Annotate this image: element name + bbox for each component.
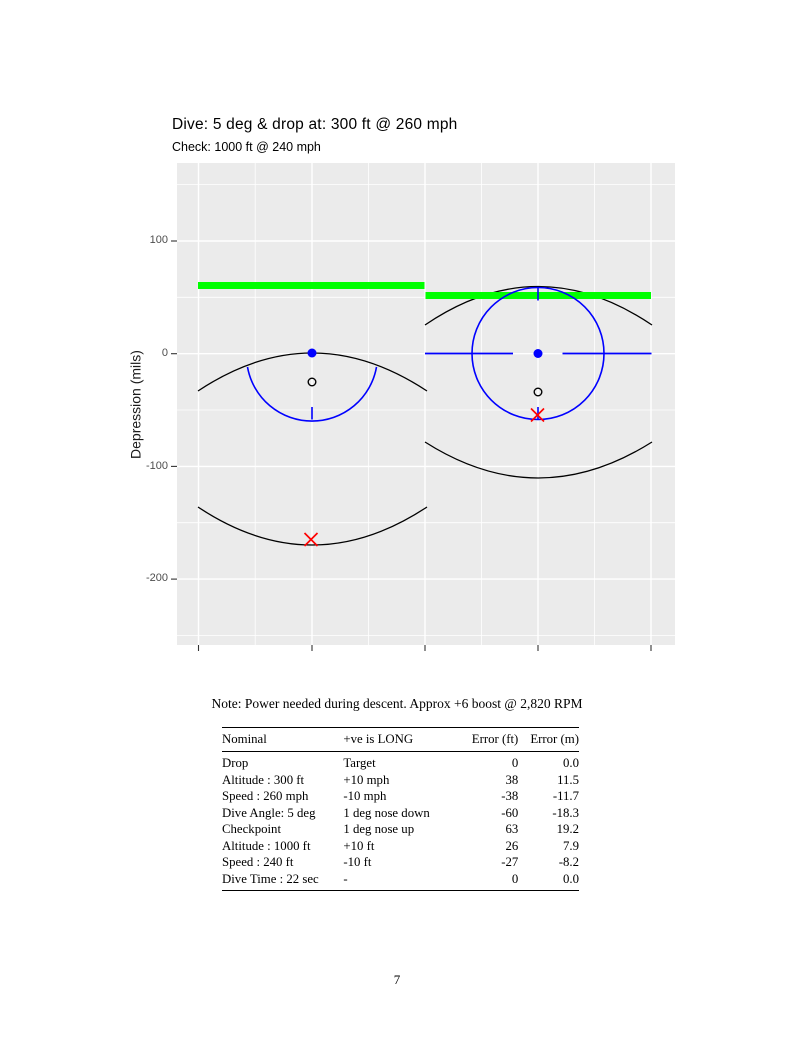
table-cell: Altitude : 1000 ft bbox=[222, 838, 311, 853]
table-body: Drop Target 0 0.0 Altitude : 300 ft +10 mph 38… bbox=[222, 752, 579, 891]
table-row: Speed : 260 mph -10 mph -38 -11.7 bbox=[222, 788, 579, 805]
table-cell: -27 bbox=[501, 855, 519, 869]
table-cell: 1 deg nose down bbox=[343, 805, 430, 820]
chart-title: Dive: 5 deg & drop at: 300 ft @ 260 mph bbox=[172, 116, 458, 133]
table-cell: Checkpoint bbox=[222, 822, 281, 836]
outer-ring-bottom-arc-check-view bbox=[424, 441, 653, 479]
table-cell: 38 bbox=[505, 772, 519, 787]
table-cell: Target bbox=[343, 756, 376, 770]
chart-subtitle: Check: 1000 ft @ 240 mph bbox=[172, 140, 321, 154]
impact-x-check-view bbox=[530, 407, 545, 423]
table-cell: 1 deg nose up bbox=[343, 822, 415, 836]
y-tick-label-neg200: -200 bbox=[145, 572, 168, 584]
aim-dot-check-view bbox=[533, 349, 543, 358]
table-cell: 63 bbox=[505, 822, 519, 836]
table-cell: 0.0 bbox=[563, 871, 579, 886]
note-text: Note: Power needed during descent. Appro… bbox=[211, 696, 583, 711]
table-cell: -10 ft bbox=[343, 855, 372, 869]
table-cell: - bbox=[343, 871, 348, 886]
y-tick-label-0: 0 bbox=[161, 346, 168, 359]
table-cell: +10 ft bbox=[343, 838, 375, 853]
plot-panel-background bbox=[177, 163, 675, 645]
table-header-row: Nominal +ve is LONG Error (ft) Error (m) bbox=[222, 727, 579, 752]
table-cell: -11.7 bbox=[552, 789, 579, 803]
table-cell: Dive Time : 22 sec bbox=[222, 871, 319, 886]
table-cell: -60 bbox=[501, 805, 519, 820]
sight-depression-plot bbox=[171, 163, 675, 651]
aim-dot-drop-view bbox=[307, 348, 317, 358]
impact-x-drop-view bbox=[303, 532, 319, 547]
table-cell: -10 mph bbox=[343, 789, 387, 803]
table-column-header: Error (ft) bbox=[462, 727, 519, 752]
table-cell: -18.3 bbox=[552, 805, 579, 820]
table-row: Dive Angle: 5 deg 1 deg nose down -60 -18.3 bbox=[222, 805, 579, 822]
table-cell: -38 bbox=[501, 789, 519, 803]
y-tick-label-neg100: -100 bbox=[145, 459, 168, 472]
table-cell: Dive Angle: 5 deg bbox=[222, 805, 316, 820]
table-cell: 11.5 bbox=[557, 772, 579, 787]
table-row: Checkpoint 1 deg nose up 63 19.2 bbox=[222, 821, 579, 838]
table-column-header: Nominal bbox=[222, 727, 344, 752]
outer-ring-bottom-arc-drop-view bbox=[197, 506, 428, 546]
table-row: Altitude : 1000 ft +10 ft 26 7.9 bbox=[222, 838, 579, 855]
table-row: Speed : 240 ft -10 ft -27 -8.2 bbox=[222, 854, 579, 871]
table-cell: +10 mph bbox=[343, 772, 390, 787]
table-cell: -8.2 bbox=[558, 855, 579, 869]
table-cell: 0 bbox=[511, 756, 519, 770]
outer-ring-top-arc-check-view bbox=[424, 285, 653, 326]
y-tick-label-100: 100 bbox=[149, 234, 168, 246]
table-cell: 7.9 bbox=[563, 838, 579, 853]
table-row: Drop Target 0 0.0 bbox=[222, 752, 579, 772]
table-cell: Altitude : 300 ft bbox=[222, 772, 305, 787]
table-cell: 26 bbox=[505, 838, 519, 853]
table-header: Nominal +ve is LONG Error (ft) Error (m) bbox=[222, 727, 579, 752]
target-circle-drop-view bbox=[307, 377, 317, 387]
table-column-header: Error (m) bbox=[518, 727, 579, 752]
table-row: Dive Time : 22 sec - 0 0.0 bbox=[222, 871, 579, 891]
table-row: Altitude : 300 ft +10 mph 38 11.5 bbox=[222, 772, 579, 789]
sight-ring-lower-arc-drop-view bbox=[246, 366, 378, 422]
table-cell: 0 bbox=[511, 871, 519, 886]
page-number: 7 bbox=[393, 972, 401, 987]
table-cell: Speed : 260 mph bbox=[222, 789, 309, 803]
error-results-table: Nominal +ve is LONG Error (ft) Error (m) Dr… bbox=[222, 727, 579, 891]
horizon-bar-drop-view bbox=[198, 282, 425, 289]
table-cell: 0.0 bbox=[563, 756, 579, 770]
table-cell: Speed : 240 ft bbox=[222, 855, 294, 869]
table-column-header: +ve is LONG bbox=[343, 727, 463, 752]
table-cell: Drop bbox=[222, 756, 249, 770]
target-circle-check-view bbox=[533, 387, 543, 397]
table-cell: 19.2 bbox=[556, 822, 579, 836]
